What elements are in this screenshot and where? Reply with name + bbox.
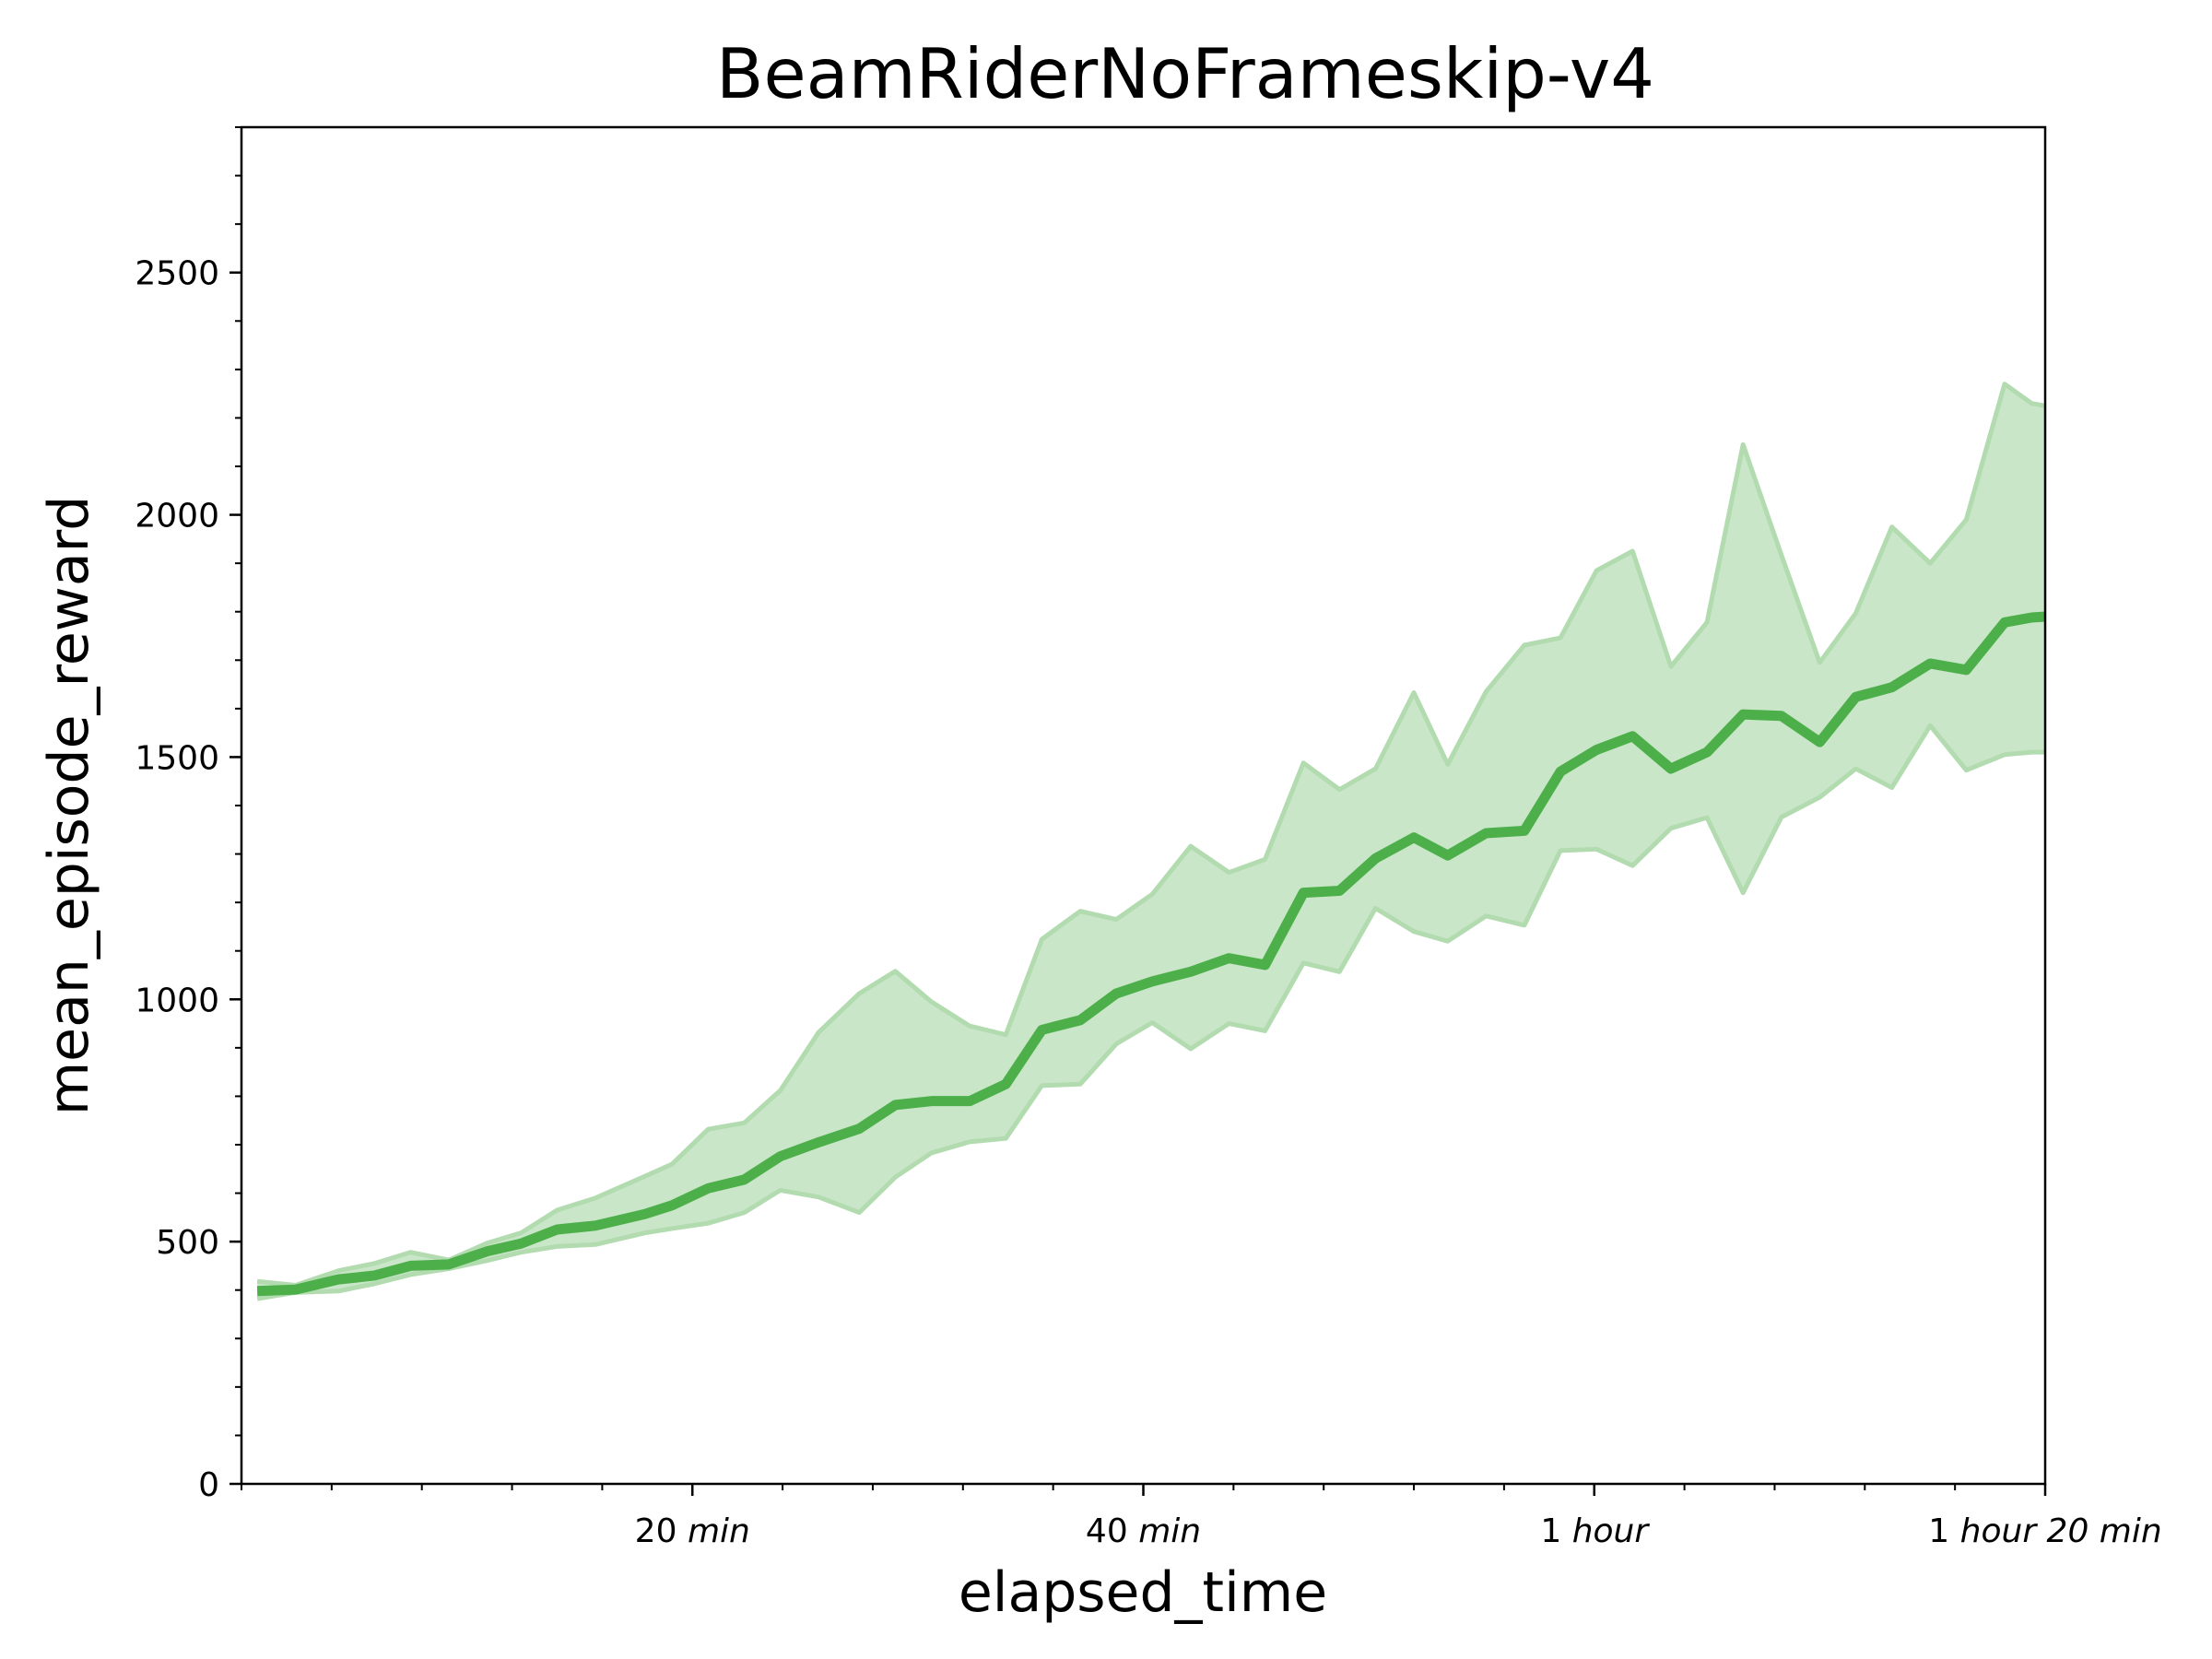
y-axis-label: mean_episode_reward xyxy=(37,496,101,1116)
x-axis-label: elapsed_time xyxy=(959,1560,1327,1625)
y-tick-label: 1000 xyxy=(135,982,219,1019)
y-tick-label: 500 xyxy=(156,1224,219,1262)
x-tick-label: 1 hour xyxy=(1540,1512,1650,1550)
chart-title: BeamRiderNoFrameskip-v4 xyxy=(716,33,1654,114)
confidence-band xyxy=(257,383,2045,1300)
band-lower-edge xyxy=(256,723,2045,1301)
plot-area xyxy=(256,382,2046,1301)
y-axis: 0 500 1000 1500 2000 2500 xyxy=(135,126,241,1504)
y-tick-label: 1500 xyxy=(135,739,219,777)
mean-reward-line xyxy=(256,611,2046,1297)
x-tick-label: 1 hour 20 min xyxy=(1928,1512,2161,1550)
band-upper-edge xyxy=(256,382,2046,1288)
x-tick-label: 20 min xyxy=(635,1512,750,1550)
y-tick-label: 2500 xyxy=(135,255,219,293)
mean-line-layer xyxy=(256,611,2046,1297)
y-tick-label: 0 xyxy=(198,1466,219,1504)
confidence-band-layer xyxy=(256,382,2046,1301)
y-tick-label: 2000 xyxy=(135,498,219,535)
x-axis: 20 min 40 min 1 hour 1 hour 20 min xyxy=(241,1484,2162,1550)
x-tick-label: 40 min xyxy=(1086,1512,1201,1550)
